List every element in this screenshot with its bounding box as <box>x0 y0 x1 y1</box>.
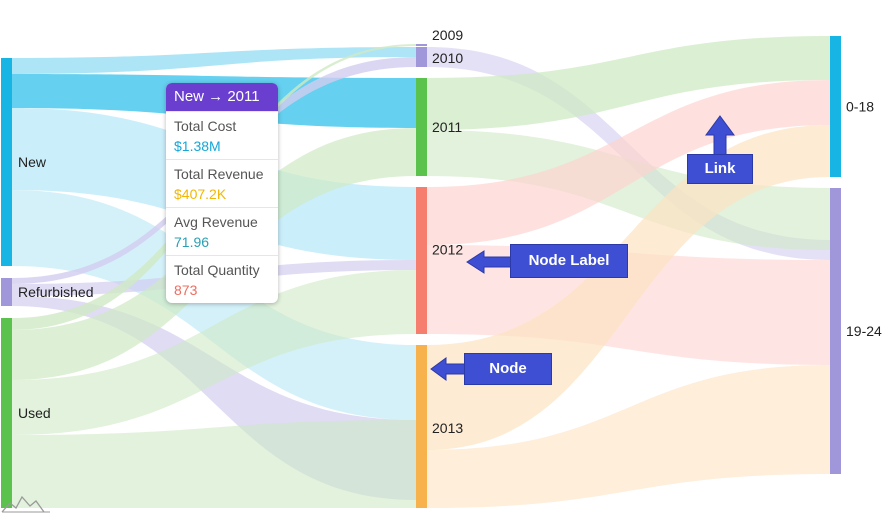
node-label-refurbished: Refurbished <box>18 284 94 300</box>
tooltip-value: 71.96 <box>174 234 210 250</box>
tooltip-value: $1.38M <box>174 138 221 154</box>
node-callout-left-arrow-icon <box>430 357 466 381</box>
link-used-to-y2013[interactable] <box>12 420 416 508</box>
node-label-a0_18: 0-18 <box>846 99 874 115</box>
node-label-y2013: 2013 <box>432 420 463 436</box>
link-y2013-to-a19_24[interactable] <box>427 365 830 508</box>
link-y2011-to-a19_24[interactable] <box>427 130 830 250</box>
node-used[interactable] <box>1 318 12 508</box>
node-a0_18[interactable] <box>830 36 841 177</box>
link-used-to-y2012[interactable] <box>12 270 416 435</box>
watermark-logo-icon <box>1 495 50 513</box>
node-y2009[interactable] <box>416 44 427 46</box>
tooltip-title: New → 2011 <box>166 83 278 111</box>
node-label-y2012: 2012 <box>432 242 463 258</box>
node-refurbished[interactable] <box>1 278 12 306</box>
sankey-nodes <box>1 36 841 508</box>
node-new[interactable] <box>1 58 12 266</box>
link-y2011-to-a0_18[interactable] <box>427 36 830 130</box>
tooltip-label: Total Cost <box>174 118 237 134</box>
node-y2013[interactable] <box>416 345 427 508</box>
node-label-used: Used <box>18 405 51 421</box>
node-a19_24[interactable] <box>830 188 841 474</box>
link-tooltip: New → 2011 Total Cost $1.38M Total Reven… <box>166 83 278 303</box>
node-y2012[interactable] <box>416 187 427 334</box>
tooltip-row-total-quantity: Total Quantity 873 <box>166 255 278 303</box>
link-y2012-to-a0_18[interactable] <box>427 80 830 245</box>
node-label-y2010: 2010 <box>432 50 463 66</box>
node-label-callout-left-arrow-icon <box>466 250 512 274</box>
callout-link: Link <box>687 154 753 184</box>
node-label-a19_24: 19-24 <box>846 323 882 339</box>
sankey-node-labels: New Refurbished Used 2009 2010 2011 2012 2013 0-… <box>18 27 882 436</box>
link-new-to-y2013[interactable] <box>12 190 416 420</box>
tooltip-value: $407.2K <box>174 186 227 202</box>
callout-node: Node <box>464 353 552 385</box>
node-label-y2011: 2011 <box>432 119 462 135</box>
node-label-y2009: 2009 <box>432 27 463 43</box>
node-label-new: New <box>18 154 47 170</box>
callout-node-label: Node Label <box>510 244 628 278</box>
tooltip-row-total-revenue: Total Revenue $407.2K <box>166 159 278 207</box>
tooltip-row-total-cost: Total Cost $1.38M <box>166 111 278 159</box>
tooltip-row-avg-revenue: Avg Revenue 71.96 <box>166 207 278 255</box>
link-new-to-y2010[interactable] <box>12 47 416 74</box>
tooltip-value: 873 <box>174 282 198 298</box>
node-y2010[interactable] <box>416 47 427 67</box>
tooltip-label: Total Revenue <box>174 166 264 182</box>
tooltip-label: Total Quantity <box>174 262 260 278</box>
link-callout-up-arrow-icon <box>705 115 735 155</box>
tooltip-label: Avg Revenue <box>174 214 258 230</box>
node-y2011[interactable] <box>416 78 427 176</box>
